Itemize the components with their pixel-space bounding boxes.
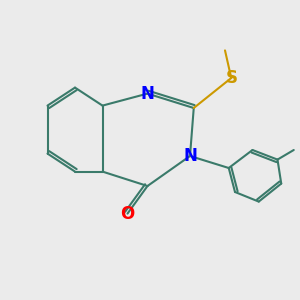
Text: O: O: [120, 205, 135, 223]
Text: S: S: [225, 69, 237, 87]
Text: N: N: [183, 147, 197, 165]
Text: N: N: [141, 85, 154, 103]
